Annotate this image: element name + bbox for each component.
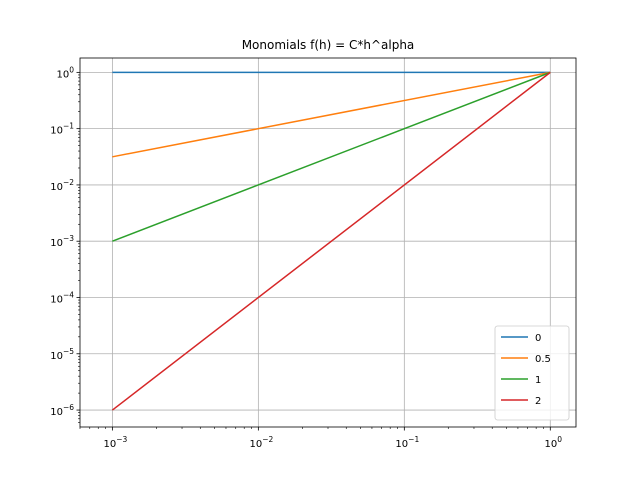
- series-line-0.5: [112, 71, 551, 158]
- legend: 0 0.5 1 2: [494, 325, 570, 421]
- y-tick-label: 100: [56, 65, 74, 80]
- y-tick-label: 10−5: [50, 347, 74, 362]
- legend-label: 1: [535, 375, 541, 386]
- y-tick-label: 10−4: [50, 290, 74, 305]
- y-tick-label: 10−6: [50, 403, 74, 418]
- x-tick-label: 10−1: [395, 435, 419, 450]
- series-lines: [111, 71, 551, 411]
- x-tick-label: 10−3: [103, 435, 127, 450]
- x-tick-label: 10−2: [249, 435, 273, 450]
- chart-title: Monomials f(h) = C*h^alpha: [242, 38, 415, 52]
- y-tick-label: 10−1: [50, 122, 74, 137]
- x-tick-label: 100: [545, 435, 563, 450]
- y-tick-label: 10−3: [50, 234, 74, 249]
- legend-box: [494, 325, 570, 421]
- legend-label: 0: [535, 333, 541, 344]
- legend-label: 0.5: [535, 354, 551, 365]
- y-tick-label: 10−2: [50, 178, 74, 193]
- series-line-2: [111, 71, 551, 411]
- legend-label: 2: [535, 396, 541, 407]
- axis-ticks: 10−3 10−2 10−1 100 10−6 10−5 10−4 10−3 10−2 10−1 1…: [50, 65, 562, 450]
- series-line-1: [112, 71, 551, 242]
